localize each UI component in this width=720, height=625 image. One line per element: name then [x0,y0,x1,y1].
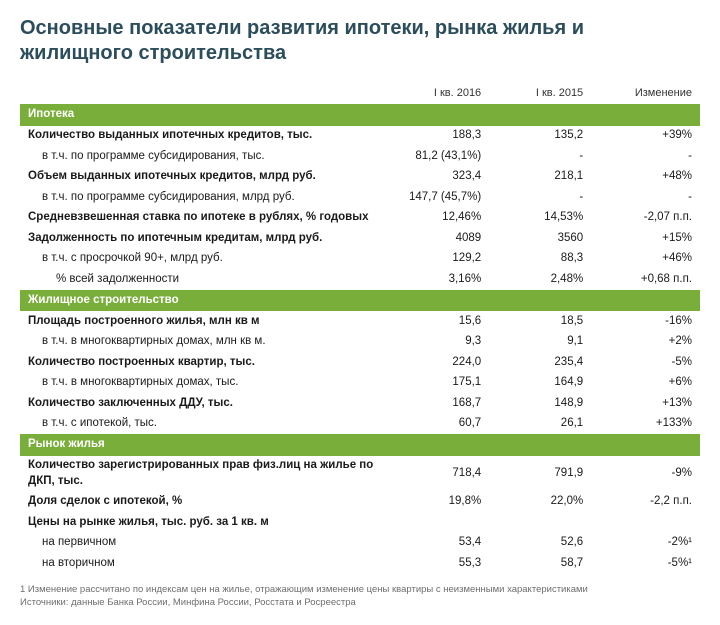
table-row: в т.ч. в многоквартирных домах, млн кв м… [20,332,700,353]
page-title: Основные показатели развития ипотеки, ры… [20,16,700,66]
section-market: Рынок жилья [20,434,700,456]
header-row: I кв. 2016 I кв. 2015 Изменение [20,84,700,104]
col-2016: I кв. 2016 [387,84,489,104]
section-mortgage-label: Ипотека [20,104,700,126]
table-row: Цены на рынке жилья, тыс. руб. за 1 кв. … [20,512,700,533]
table-row: в т.ч. по программе субсидирования, млрд… [20,187,700,208]
table-row: Количество построенных квартир, тыс.224,… [20,352,700,373]
footnote-line2: Источники: данные Банка России, Минфина … [20,597,700,610]
col-2015: I кв. 2015 [489,84,591,104]
section-construction-label: Жилищное строительство [20,290,700,312]
table-row: в т.ч. по программе субсидирования, тыс.… [20,146,700,167]
section-construction: Жилищное строительство [20,290,700,312]
section-market-label: Рынок жилья [20,434,700,456]
section-mortgage: Ипотека [20,104,700,126]
footnote-line1: 1 Изменение рассчитано по индексам цен н… [20,584,700,597]
table-row: в т.ч. с ипотекой, тыс.60,726,1+133% [20,414,700,435]
table-row: Средневзвешенная ставка по ипотеке в руб… [20,208,700,229]
footnote: 1 Изменение рассчитано по индексам цен н… [20,584,700,610]
table-row: в т.ч. в многоквартирных домах, тыс.175,… [20,373,700,394]
col-label [20,84,387,104]
table-row: Количество выданных ипотечных кредитов, … [20,126,700,147]
table-row: на первичном53,452,6-2%¹ [20,533,700,554]
table-row: Объем выданных ипотечных кредитов, млрд … [20,167,700,188]
table-row: Количество зарегистрированных прав физ.л… [20,456,700,492]
table-row: Количество заключенных ДДУ, тыс.168,7148… [20,393,700,414]
indicators-table: I кв. 2016 I кв. 2015 Изменение Ипотека … [20,84,700,574]
table-row: Площадь построенного жилья, млн кв м15,6… [20,311,700,332]
col-change: Изменение [591,84,700,104]
table-row: на вторичном55,358,7-5%¹ [20,553,700,574]
table-row: Задолженность по ипотечным кредитам, млр… [20,228,700,249]
table-row: в т.ч. с просрочкой 90+, млрд руб.129,28… [20,249,700,270]
table-row: % всей задолженности3,16%2,48%+0,68 п.п. [20,269,700,290]
table-row: Доля сделок с ипотекой, %19,8%22,0%-2,2 … [20,492,700,513]
